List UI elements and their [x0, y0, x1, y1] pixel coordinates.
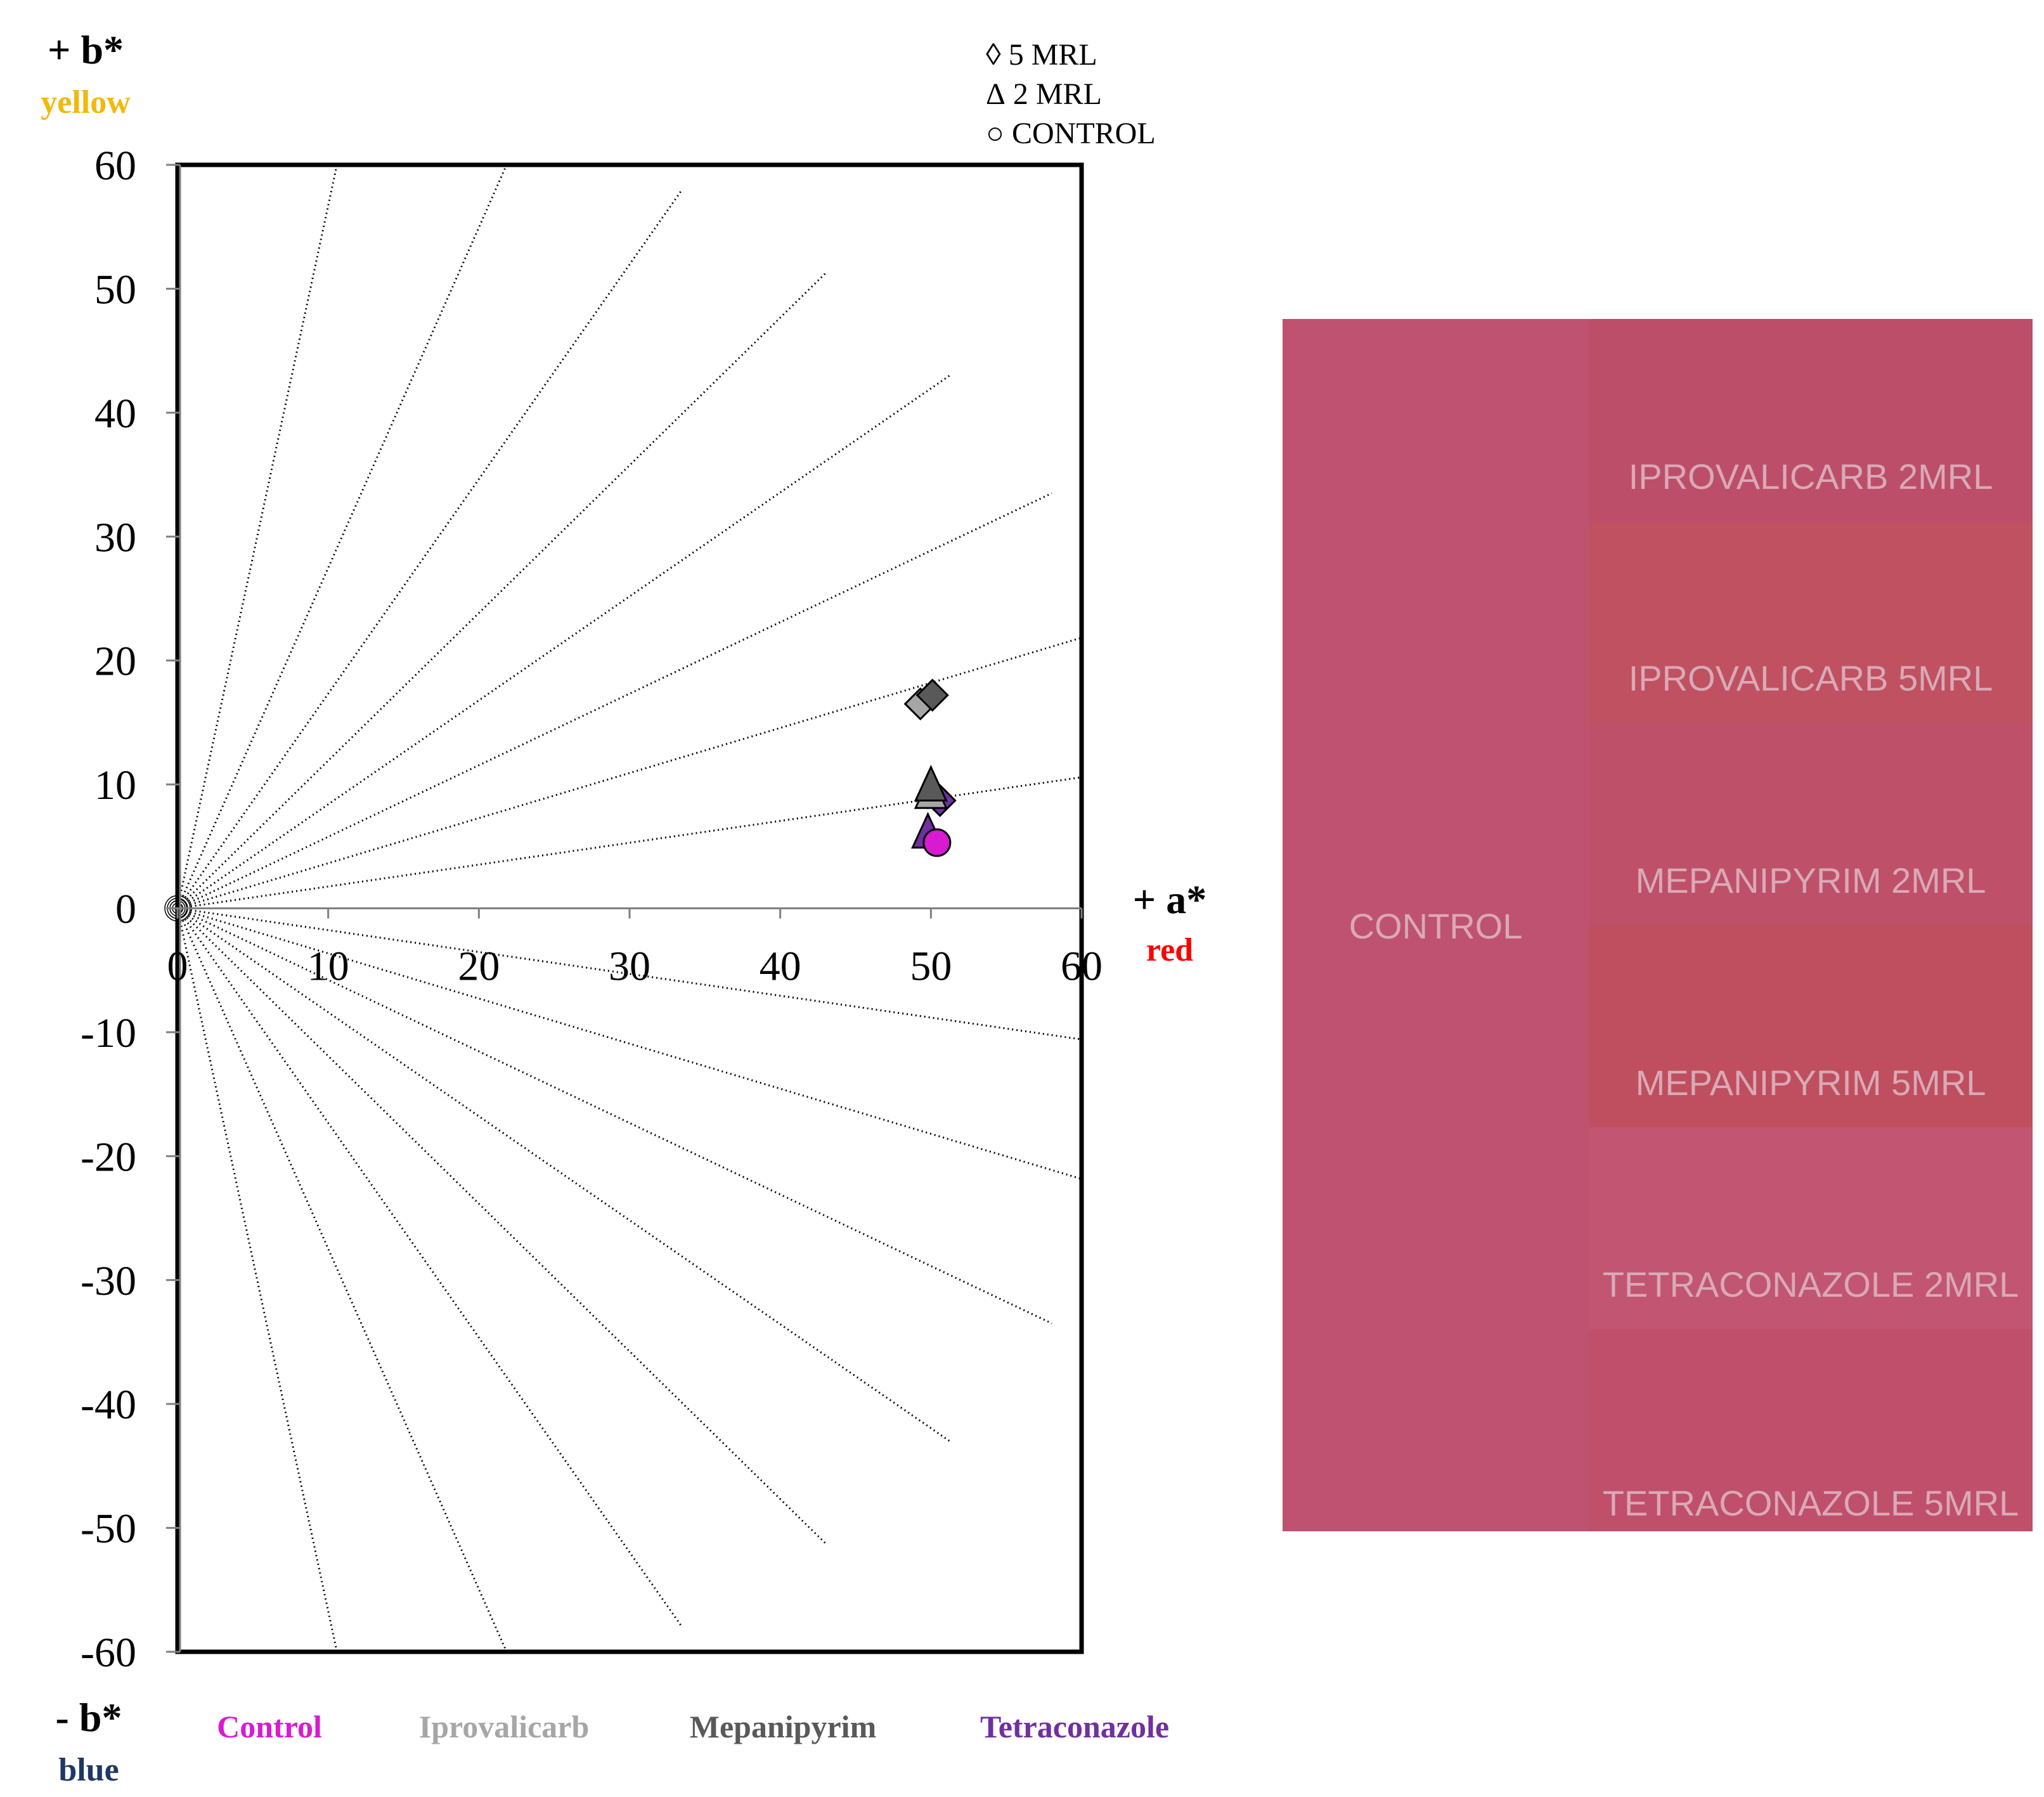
y-tick-label: 40 — [94, 391, 136, 437]
y-axis-bottom-title: - b* — [56, 1695, 122, 1740]
swatch-tile: MEPANIPYRIM 5MRL — [1589, 925, 2033, 1127]
hue-guide-line — [177, 637, 1082, 909]
control-swatch: CONTROL — [1283, 319, 1589, 1531]
data-point-control-circle — [922, 828, 952, 857]
data-point-mepanipyrim-triangle — [914, 765, 948, 801]
y-tick-label: 0 — [115, 886, 136, 933]
hue-guide-line — [177, 373, 952, 909]
x-tick-label: 60 — [1061, 944, 1103, 990]
swatch-tile: TETRACONAZOLE 2MRL — [1589, 1127, 2033, 1330]
diamond-symbol-icon: ◊ — [986, 38, 1001, 72]
hue-guide-line — [176, 188, 683, 909]
axes — [166, 162, 1084, 1654]
y-tick-label: 30 — [94, 514, 136, 561]
swatch-tile: MEPANIPYRIM 2MRL — [1589, 723, 2033, 925]
swatch-tile: TETRACONAZOLE 5MRL — [1589, 1329, 2033, 1531]
swatch-tile: IPROVALICARB 2MRL — [1589, 319, 2033, 521]
x-tick-label: 0 — [167, 944, 188, 990]
swatch-tile-label: TETRACONAZOLE 2MRL — [1602, 1264, 2019, 1305]
series-label-tetraconazole: Tetraconazole — [980, 1709, 1169, 1744]
hue-guide-line — [176, 271, 827, 909]
x-tick-label: 10 — [307, 944, 349, 990]
x-tick-label: 20 — [458, 944, 500, 990]
series-legend: Control Iprovalicarb Mepanipyrim Tetraco… — [217, 1709, 1169, 1744]
hue-guide-line — [176, 908, 338, 1652]
data-point-mepanipyrim-diamond — [915, 678, 949, 712]
y-tick-label: -30 — [81, 1258, 136, 1304]
hue-guide-line — [177, 907, 952, 1443]
treatment-swatches: IPROVALICARB 2MRL IPROVALICARB 5MRL MEPANI… — [1589, 319, 2033, 1531]
x-tick-label: 50 — [910, 944, 952, 990]
y-tick-label: -60 — [81, 1630, 136, 1676]
swatch-tile-label: MEPANIPYRIM 2MRL — [1635, 860, 1986, 900]
y-tick-label: -50 — [81, 1506, 136, 1552]
y-tick-label: -40 — [81, 1382, 136, 1428]
y-tick-label: -20 — [81, 1134, 136, 1180]
hue-guide-line — [176, 164, 508, 909]
hue-guide-line — [177, 907, 1052, 1325]
series-label-iprovalicarb: Iprovalicarb — [419, 1709, 590, 1744]
color-space-chart: 0 10 20 30 40 50 60 60 50 40 30 20 10 0 -10 -20 -30 -40 -5… — [41, 27, 1206, 1788]
swatch-tile-label: IPROVALICARB 5MRL — [1628, 658, 1993, 699]
x-axis-title: + a* — [1133, 877, 1206, 922]
hue-guide-line — [176, 907, 683, 1628]
swatch-tile: IPROVALICARB 5MRL — [1589, 521, 2033, 723]
y-tick-label: 50 — [94, 266, 136, 313]
circle-symbol-icon: ○ — [986, 117, 1004, 150]
data-points — [903, 678, 957, 857]
triangle-symbol-icon: Δ — [986, 77, 1006, 111]
swatch-tile-label: TETRACONAZOLE 5MRL — [1602, 1482, 2019, 1523]
x-tick-label: 40 — [760, 944, 801, 990]
control-swatch-label: CONTROL — [1349, 906, 1523, 946]
y-axis-top-subtitle: yellow — [41, 84, 131, 120]
swatch-tile-label: MEPANIPYRIM 5MRL — [1635, 1062, 1986, 1103]
hue-guide-line — [177, 492, 1052, 909]
tick-labels: 0 10 20 30 40 50 60 60 50 40 30 20 10 0 -10 -20 -30 -40 -5… — [81, 143, 1103, 1676]
hue-guide-line — [177, 907, 1082, 1180]
y-axis-bottom-subtitle: blue — [58, 1752, 119, 1788]
marker-legend-item-control: ○ CONTROL — [986, 117, 1156, 150]
y-tick-label: 20 — [94, 639, 136, 685]
x-axis-subtitle: red — [1146, 932, 1193, 968]
y-tick-label: 60 — [94, 143, 136, 189]
hue-guide-line — [176, 907, 508, 1652]
series-label-mepanipyrim: Mepanipyrim — [690, 1709, 876, 1744]
swatch-tile-label: IPROVALICARB 2MRL — [1628, 456, 1993, 496]
y-axis-top-title: + b* — [48, 27, 124, 72]
marker-legend-item-5mrl: ◊ 5 MRL — [986, 38, 1097, 72]
series-label-control: Control — [217, 1709, 322, 1744]
color-swatch-panel: CONTROL IPROVALICARB 2MRL IPROVALICARB 5M… — [1283, 319, 2033, 1531]
hue-guide-line — [176, 907, 827, 1545]
y-tick-label: -10 — [81, 1010, 136, 1056]
y-tick-label: 10 — [94, 762, 136, 808]
hue-guide-line — [176, 164, 338, 909]
x-tick-label: 30 — [609, 944, 650, 990]
